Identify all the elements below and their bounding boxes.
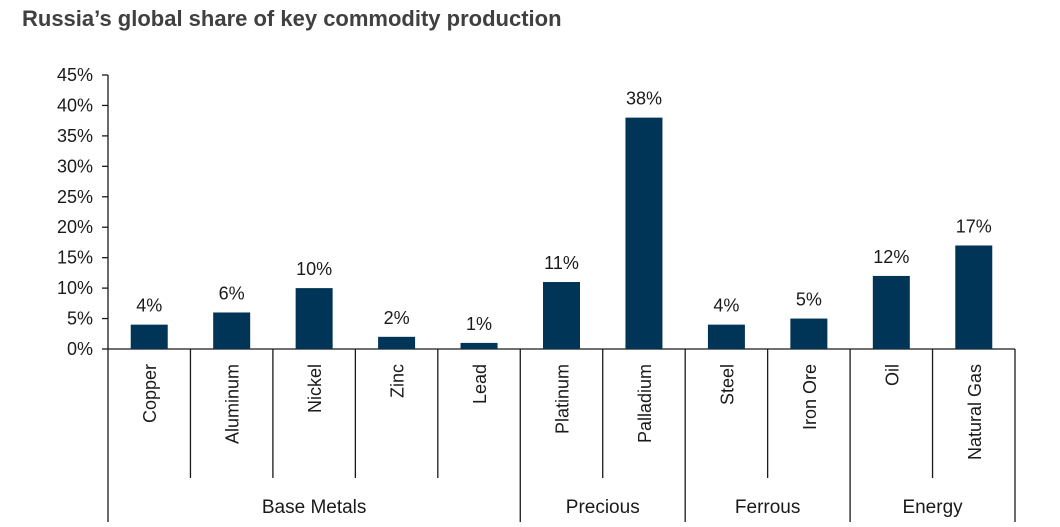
- bar: [378, 336, 416, 349]
- bar: [955, 245, 993, 349]
- chart-title: Russia’s global share of key commodity p…: [22, 6, 562, 31]
- y-tick-label: 25%: [57, 187, 93, 207]
- category-label: Lead: [470, 364, 490, 404]
- y-tick-label: 40%: [57, 95, 93, 115]
- category-label: Iron Ore: [800, 364, 820, 430]
- bar: [130, 324, 168, 349]
- group-label: Ferrous: [735, 497, 800, 518]
- data-label: 38%: [626, 89, 662, 109]
- bar: [707, 324, 745, 349]
- y-tick-label: 35%: [57, 126, 93, 146]
- group-label: Precious: [566, 497, 640, 518]
- data-label: 10%: [296, 259, 332, 279]
- bar: [625, 117, 663, 349]
- y-tick-label: 30%: [57, 156, 93, 176]
- data-label: 6%: [219, 283, 245, 303]
- data-label: 11%: [544, 253, 579, 273]
- bar: [790, 318, 828, 349]
- y-tick-label: 20%: [57, 217, 93, 237]
- group-label: Base Metals: [262, 497, 367, 518]
- data-label: 5%: [796, 290, 822, 310]
- category-label: Oil: [882, 364, 902, 386]
- y-tick-label: 10%: [57, 278, 93, 298]
- category-label: Palladium: [635, 364, 655, 443]
- data-label: 12%: [873, 247, 909, 267]
- data-label: 4%: [713, 296, 739, 316]
- category-label: Nickel: [305, 364, 325, 413]
- y-tick-label: 0%: [67, 339, 93, 359]
- bar: [543, 282, 580, 349]
- data-label: 1%: [466, 314, 492, 334]
- bar: [295, 288, 333, 349]
- category-label: Natural Gas: [965, 364, 985, 460]
- group-label: Energy: [902, 497, 963, 518]
- y-tick-label: 5%: [67, 309, 93, 329]
- category-label: Aluminum: [223, 364, 243, 444]
- y-tick-label: 15%: [57, 248, 93, 268]
- category-label: Steel: [717, 364, 737, 405]
- category-label: Copper: [140, 364, 160, 423]
- y-tick-label: 45%: [57, 65, 93, 85]
- category-label: Zinc: [388, 364, 408, 398]
- category-label: Platinum: [553, 364, 573, 434]
- bar: [460, 342, 498, 349]
- bar: [213, 312, 251, 349]
- bar: [872, 275, 910, 349]
- data-label: 4%: [136, 296, 162, 316]
- data-label: 17%: [956, 216, 992, 236]
- data-label: 2%: [384, 308, 410, 328]
